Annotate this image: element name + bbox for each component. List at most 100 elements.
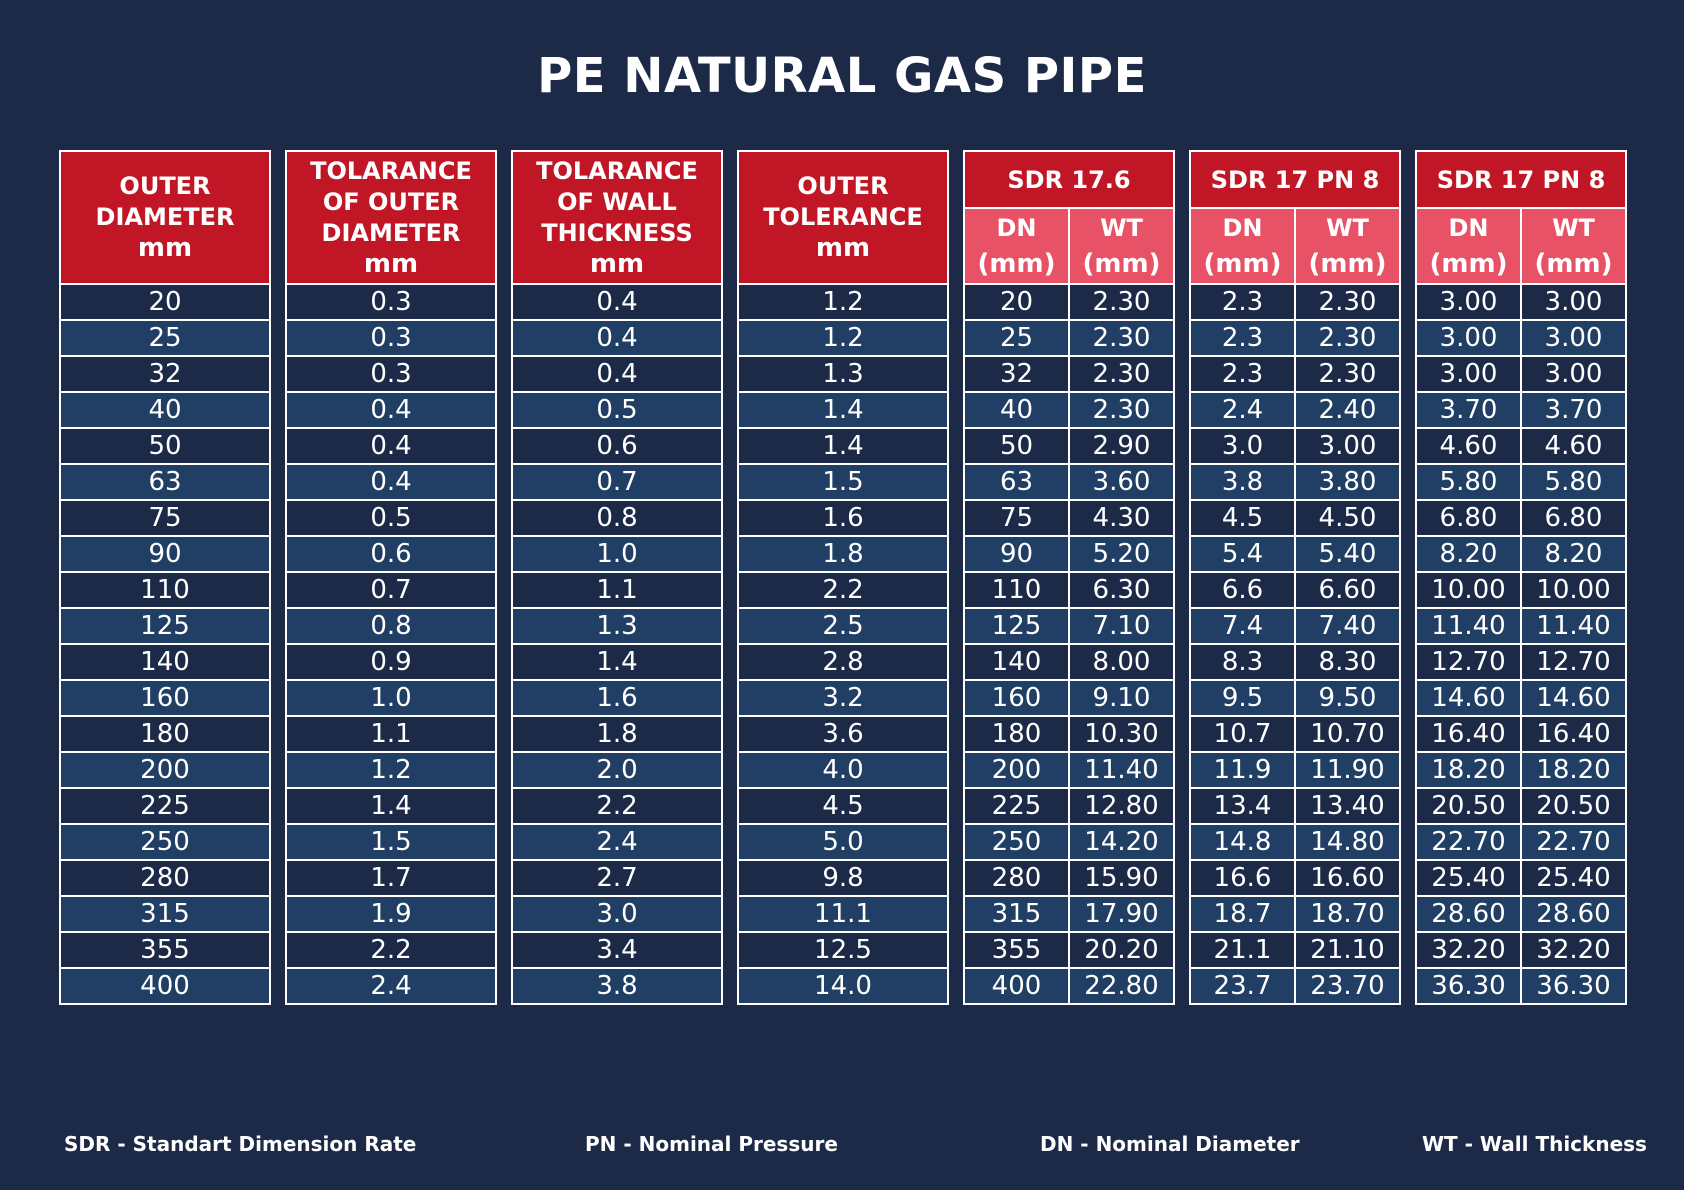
wt-cell: 3.00 (1294, 427, 1401, 465)
table-row: 1.0 (511, 535, 723, 573)
table-row: 36.30 36.30 (1415, 967, 1627, 1005)
wt-cell: 2.30 (1068, 391, 1175, 429)
table-row: 9.5 9.50 (1189, 679, 1401, 717)
wt-cell: 22.80 (1068, 967, 1175, 1005)
table-cell: 0.4 (511, 355, 723, 393)
table-cell: 50 (59, 427, 271, 465)
table-row: 3.0 (511, 895, 723, 933)
table-row: 11.40 11.40 (1415, 607, 1627, 645)
table-header: TOLARANCE OF WALL THICKNESS mm (511, 150, 723, 285)
wt-cell: 5.20 (1068, 535, 1175, 573)
wt-cell: 8.00 (1068, 643, 1175, 681)
table-row: 1.8 (511, 715, 723, 753)
wt-cell: 17.90 (1068, 895, 1175, 933)
table-cell: 90 (59, 535, 271, 573)
table-row: 63 (59, 463, 271, 501)
table-row: 0.4 (511, 319, 723, 357)
header-line: mm (815, 233, 871, 263)
wt-cell: 4.60 (1520, 427, 1627, 465)
wt-cell: 20.50 (1520, 787, 1627, 825)
table-row: 0.4 (511, 355, 723, 393)
table-cell: 1.4 (285, 787, 497, 825)
table-row: 25 2.30 (963, 319, 1175, 357)
wt-cell: 21.10 (1294, 931, 1401, 969)
wt-cell: 3.00 (1520, 355, 1627, 393)
table-row: 355 (59, 931, 271, 969)
header-row: OUTER TOLERANCE mm (737, 150, 949, 285)
table-cell: 400 (59, 967, 271, 1005)
header-line: mm (137, 233, 193, 263)
table-cell: 1.5 (285, 823, 497, 861)
dn-cell: 8.3 (1189, 643, 1296, 681)
table-cell: 2.8 (737, 643, 949, 681)
dn-cell: 8.20 (1415, 535, 1522, 573)
wt-cell: 11.40 (1520, 607, 1627, 645)
wt-cell: 32.20 (1520, 931, 1627, 969)
table-cell: 2.2 (737, 571, 949, 609)
table-body: 0.3 0.3 0.3 0.4 0.4 0.4 0.5 0.6 0.7 0.8 0.9 1.0 1.1 1… (285, 283, 497, 1005)
dn-cell: 11.9 (1189, 751, 1296, 789)
table-row: 125 7.10 (963, 607, 1175, 645)
table-cell: 3.6 (737, 715, 949, 753)
table-row: 1.7 (285, 859, 497, 897)
dn-cell: 10.00 (1415, 571, 1522, 609)
table-row: 1.6 (511, 679, 723, 717)
header-line: THICKNESS (541, 218, 693, 247)
header-row: SDR 17 PN 8 (1415, 150, 1627, 209)
table-cell: 0.9 (285, 643, 497, 681)
sdr-table-1: SDR 17 PN 8 DN (mm) WT (mm) 2.3 2.30 2.3 2.30 2.3… (1189, 150, 1401, 1005)
table-cell: 0.6 (285, 535, 497, 573)
table-row: 225 12.80 (963, 787, 1175, 825)
table-row: 280 (59, 859, 271, 897)
dn-cell: 40 (963, 391, 1070, 429)
subheader-row: DN (mm) WT (mm) (1415, 207, 1627, 285)
table-cell: 280 (59, 859, 271, 897)
table-row: 2.3 2.30 (1189, 319, 1401, 357)
table-row: 0.7 (511, 463, 723, 501)
subheader-row: DN (mm) WT (mm) (1189, 207, 1401, 285)
table-row: 2.2 (737, 571, 949, 609)
table-row: 140 (59, 643, 271, 681)
dn-cell: 3.00 (1415, 283, 1522, 321)
table-cell: 1.4 (737, 427, 949, 465)
table-cell: 3.2 (737, 679, 949, 717)
table-row: 2.3 2.30 (1189, 283, 1401, 321)
table-row: 0.4 (285, 427, 497, 465)
table-cell: 0.7 (285, 571, 497, 609)
table-row: 9.8 (737, 859, 949, 897)
dn-cell: 225 (963, 787, 1070, 825)
table-row: 6.80 6.80 (1415, 499, 1627, 537)
wt-cell: 12.70 (1520, 643, 1627, 681)
dn-cell: 18.20 (1415, 751, 1522, 789)
table-cell: 0.6 (511, 427, 723, 465)
table-row: 32.20 32.20 (1415, 931, 1627, 969)
table-cell: 125 (59, 607, 271, 645)
wt-cell: 2.30 (1294, 283, 1401, 321)
single-table-2: TOLARANCE OF WALL THICKNESS mm 0.4 0.4 0.4 0.5 0… (511, 150, 723, 1005)
table-row: 6.6 6.60 (1189, 571, 1401, 609)
table-cell: 0.3 (285, 283, 497, 321)
header-line: (mm) (1308, 249, 1387, 279)
wt-cell: 2.30 (1068, 283, 1175, 321)
table-row: 7.4 7.40 (1189, 607, 1401, 645)
table-row: 1.1 (285, 715, 497, 753)
table-cell: 25 (59, 319, 271, 357)
table-row: 11.9 11.90 (1189, 751, 1401, 789)
dn-cell: 32 (963, 355, 1070, 393)
table-row: 1.3 (737, 355, 949, 393)
dn-cell: 2.4 (1189, 391, 1296, 429)
dn-cell: 5.4 (1189, 535, 1296, 573)
table-row: 355 20.20 (963, 931, 1175, 969)
header-line: (mm) (1203, 249, 1282, 279)
dn-cell: 32.20 (1415, 931, 1522, 969)
wt-cell: 18.20 (1520, 751, 1627, 789)
wt-cell: 2.30 (1294, 355, 1401, 393)
dn-cell: 110 (963, 571, 1070, 609)
table-cell: 11.1 (737, 895, 949, 933)
table-cell: 1.5 (737, 463, 949, 501)
table-row: 1.9 (285, 895, 497, 933)
table-row: 1.6 (737, 499, 949, 537)
header-line: mm (589, 248, 645, 279)
table-row: 32 (59, 355, 271, 393)
table-cell: 355 (59, 931, 271, 969)
